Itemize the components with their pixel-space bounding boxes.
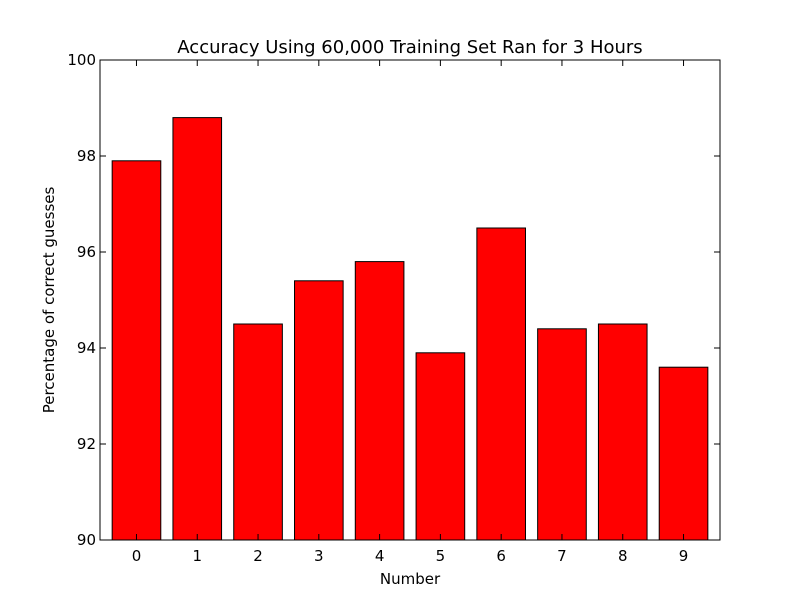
y-tick-label: 100	[67, 51, 96, 69]
x-tick-label: 7	[557, 547, 567, 565]
chart-title: Accuracy Using 60,000 Training Set Ran f…	[177, 37, 642, 58]
bar-5	[415, 352, 466, 541]
bars-layer	[111, 117, 709, 541]
y-tick-label: 96	[77, 243, 96, 261]
plot-frame	[99, 59, 721, 541]
x-tick-label: 5	[436, 547, 446, 565]
y-tick-label: 94	[77, 339, 96, 357]
bar-7	[537, 328, 587, 541]
bar-2	[233, 323, 283, 541]
x-tick-label: 8	[618, 547, 628, 565]
x-tick-label: 9	[679, 547, 689, 565]
x-ticks-layer: 0 1 2 3 4 5 6 7 8 9	[132, 60, 689, 565]
bar-6	[476, 227, 526, 541]
x-tick-label: 3	[314, 547, 324, 565]
bar-9	[658, 366, 709, 541]
x-tick-label: 6	[496, 547, 506, 565]
y-ticks-layer: 90 92 94 96 98 100	[67, 51, 720, 549]
y-tick-label: 98	[77, 147, 96, 165]
x-tick-label: 4	[375, 547, 385, 565]
x-tick-label: 1	[192, 547, 202, 565]
bar-0	[111, 160, 162, 541]
bar-8	[597, 323, 648, 541]
x-tick-label: 2	[253, 547, 263, 565]
x-axis-label: Number	[380, 570, 441, 588]
y-tick-label: 92	[77, 435, 96, 453]
bar-4	[354, 261, 405, 541]
x-tick-label: 0	[132, 547, 142, 565]
bar-3	[294, 280, 344, 541]
y-axis-label: Percentage of correct guesses	[40, 187, 58, 414]
bar-1	[172, 117, 223, 541]
y-tick-label: 90	[77, 531, 96, 549]
